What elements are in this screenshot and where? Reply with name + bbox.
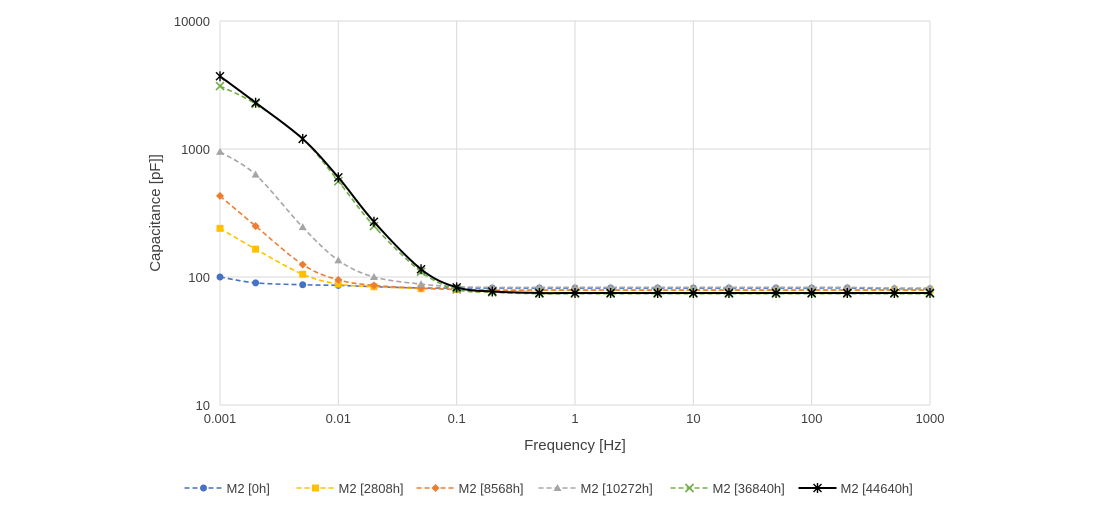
- data-point: [333, 172, 343, 183]
- data-point: [299, 281, 307, 289]
- data-point: [251, 222, 260, 231]
- legend-label: M2 [36840h]: [713, 481, 785, 496]
- x-tick-label: 0.1: [448, 411, 466, 426]
- data-point: [252, 245, 260, 253]
- data-point: [724, 287, 734, 298]
- y-tick-label: 10: [196, 398, 210, 413]
- data-point: [926, 284, 934, 292]
- data-point: [369, 216, 379, 227]
- data-point: [416, 264, 426, 275]
- x-axis-title: Frequency [Hz]: [524, 437, 626, 454]
- legend-item: M2 [44640h]: [798, 481, 913, 496]
- data-point: [688, 287, 698, 298]
- data-point: [216, 224, 224, 232]
- legend-label: M2 [2808h]: [339, 481, 404, 496]
- data-point: [890, 284, 899, 292]
- data-point: [334, 280, 342, 288]
- legend-marker: [684, 483, 695, 493]
- data-point: [889, 287, 899, 298]
- series-layer: [215, 71, 935, 299]
- data-point: [843, 283, 852, 291]
- legend: M2 [0h] M2 [2808h] M2 [8568h] M2 [10272h] M2…: [184, 481, 913, 496]
- data-point: [251, 97, 261, 108]
- data-point: [571, 283, 579, 291]
- data-point: [807, 283, 816, 291]
- legend-marker: [200, 484, 207, 492]
- data-point: [334, 256, 343, 264]
- legend-label: M2 [10272h]: [581, 481, 653, 496]
- data-point: [215, 81, 225, 91]
- legend-label: M2 [44640h]: [841, 481, 913, 496]
- data-point: [807, 287, 817, 298]
- data-point: [925, 287, 935, 298]
- y-tick-label: 10000: [174, 14, 210, 29]
- y-tick-label: 1000: [181, 142, 210, 157]
- data-point: [299, 270, 307, 278]
- data-point: [216, 273, 224, 281]
- x-tick-label: 1000: [916, 411, 945, 426]
- data-point: [298, 223, 307, 231]
- legend-label: M2 [0h]: [227, 481, 270, 496]
- series-5: [215, 71, 935, 298]
- data-point: [487, 286, 497, 297]
- data-point: [452, 282, 462, 293]
- legend-item: M2 [2808h]: [296, 481, 404, 496]
- legend-item: M2 [36840h]: [670, 481, 785, 496]
- x-tick-label: 1: [571, 411, 578, 426]
- data-point: [535, 283, 544, 291]
- legend-marker: [312, 484, 319, 492]
- data-point: [216, 147, 224, 155]
- data-point: [251, 170, 260, 178]
- data-point: [334, 275, 343, 284]
- data-point: [215, 71, 225, 82]
- data-point: [606, 287, 616, 298]
- data-point: [252, 279, 260, 287]
- data-point: [653, 283, 662, 291]
- x-tick-label: 10: [686, 411, 700, 426]
- legend-label: M2 [8568h]: [459, 481, 524, 496]
- data-point: [771, 287, 781, 298]
- legend-item: M2 [10272h]: [538, 481, 653, 496]
- data-point: [369, 281, 378, 290]
- data-point: [298, 260, 307, 269]
- data-point: [417, 280, 426, 288]
- data-point: [724, 283, 733, 291]
- legend-item: M2 [0h]: [184, 481, 270, 496]
- axes: 0.001 0.01 0.1 1 10 100 1000 10 100 1000 10000: [174, 14, 945, 426]
- data-point: [653, 287, 663, 298]
- data-point: [534, 287, 544, 298]
- x-tick-label: 100: [801, 411, 823, 426]
- data-point: [606, 283, 615, 291]
- data-point: [570, 287, 580, 298]
- data-point: [842, 287, 852, 298]
- legend-marker: [431, 484, 440, 492]
- data-point: [772, 283, 781, 291]
- data-point: [298, 133, 308, 144]
- grid: [219, 20, 931, 406]
- legend-marker: [553, 484, 562, 491]
- y-tick-label: 100: [188, 270, 210, 285]
- series-3: [216, 147, 934, 292]
- legend-marker: [813, 483, 822, 493]
- data-point: [689, 283, 698, 291]
- x-tick-label: 0.01: [326, 411, 351, 426]
- data-point: [216, 191, 224, 200]
- legend-item: M2 [8568h]: [416, 481, 524, 496]
- x-tick-label: 0.001: [204, 411, 237, 426]
- y-axis-title: Capacitance [pF]]: [147, 154, 164, 272]
- data-point: [369, 273, 378, 280]
